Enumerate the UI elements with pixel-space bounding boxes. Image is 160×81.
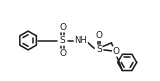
Text: O: O (113, 47, 120, 56)
Text: NH: NH (74, 36, 87, 45)
Text: S: S (60, 36, 66, 45)
Text: S: S (96, 45, 102, 54)
Text: O: O (59, 49, 66, 58)
Text: O: O (59, 23, 66, 32)
Text: O: O (95, 31, 102, 40)
